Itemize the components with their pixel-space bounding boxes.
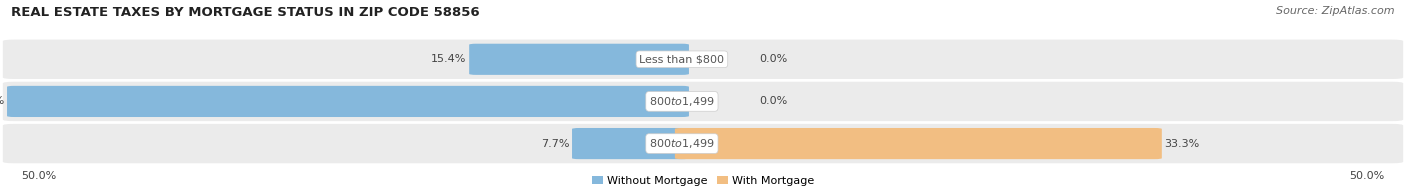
FancyBboxPatch shape: [3, 40, 1403, 79]
Text: 0.0%: 0.0%: [759, 96, 787, 106]
FancyBboxPatch shape: [675, 128, 1161, 159]
Text: 7.7%: 7.7%: [541, 139, 569, 149]
FancyBboxPatch shape: [470, 44, 689, 75]
Text: 50.0%: 50.0%: [0, 96, 4, 106]
FancyBboxPatch shape: [3, 82, 1403, 121]
Text: 50.0%: 50.0%: [21, 171, 56, 181]
Text: $800 to $1,499: $800 to $1,499: [650, 95, 714, 108]
Text: 33.3%: 33.3%: [1164, 139, 1199, 149]
Text: REAL ESTATE TAXES BY MORTGAGE STATUS IN ZIP CODE 58856: REAL ESTATE TAXES BY MORTGAGE STATUS IN …: [11, 6, 479, 19]
Text: 0.0%: 0.0%: [759, 54, 787, 64]
Text: 50.0%: 50.0%: [1350, 171, 1385, 181]
Text: 15.4%: 15.4%: [432, 54, 467, 64]
Text: $800 to $1,499: $800 to $1,499: [650, 137, 714, 150]
Text: Source: ZipAtlas.com: Source: ZipAtlas.com: [1277, 6, 1395, 16]
FancyBboxPatch shape: [3, 124, 1403, 163]
FancyBboxPatch shape: [7, 86, 689, 117]
Legend: Without Mortgage, With Mortgage: Without Mortgage, With Mortgage: [588, 172, 818, 191]
Text: Less than $800: Less than $800: [640, 54, 724, 64]
FancyBboxPatch shape: [572, 128, 689, 159]
